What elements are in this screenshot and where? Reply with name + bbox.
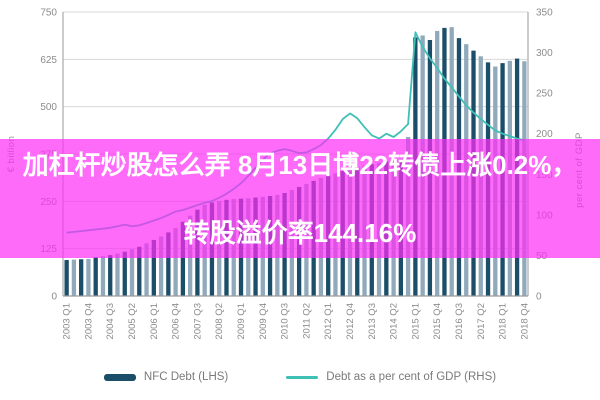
- nfc-debt-bar: [71, 259, 77, 296]
- x-tick-label: 2009 Q4: [258, 303, 269, 339]
- x-tick-label: 2011 Q2: [301, 303, 312, 339]
- left-tick-label: 625: [40, 55, 57, 66]
- right-tick-label: 300: [536, 48, 553, 59]
- x-tick-label: 2013 Q3: [367, 303, 378, 339]
- x-tick-label: 2003 Q1: [62, 303, 73, 339]
- x-tick-label: 2012 Q4: [345, 303, 356, 339]
- news-banner-overlay: 加杠杆炒股怎么弄 8月13日博22转债上涨0.2%， 转股溢价率144.16%: [0, 139, 600, 258]
- nfc-debt-bar: [86, 258, 91, 296]
- nfc-debt-bar: [129, 249, 135, 296]
- nfc-debt-bar: [108, 255, 113, 296]
- x-tick-label: 2004 Q3: [105, 303, 116, 339]
- x-tick-label: 2006 Q4: [171, 303, 182, 339]
- nfc-debt-bar: [137, 246, 142, 296]
- nfc-debt-bar: [122, 251, 127, 296]
- x-tick-label: 2003 Q4: [83, 303, 94, 339]
- banner-headline-line-1: 加杠杆炒股怎么弄 8月13日博22转债上涨0.2%，: [22, 149, 578, 180]
- nfc-debt-bar: [100, 256, 106, 296]
- x-tick-label: 2009 Q1: [236, 303, 247, 339]
- nfc-debt-bar: [158, 236, 164, 296]
- nfc-debt-bar: [79, 259, 84, 296]
- nfc-debt-bar: [64, 260, 69, 296]
- x-tick-label: 2015 Q1: [410, 303, 421, 339]
- banner-headline-line-2: 转股溢价率144.16%: [183, 217, 417, 248]
- left-tick-label: 0: [51, 292, 57, 303]
- nfc-debt-bar: [166, 232, 171, 296]
- nfc-debt-bar: [173, 227, 178, 296]
- x-tick-label: 2012 Q1: [323, 303, 334, 339]
- x-tick-label: 2018 Q4: [519, 303, 530, 339]
- nfc-debt-bar: [180, 221, 186, 296]
- x-tick-label: 2017 Q2: [476, 303, 487, 339]
- x-tick-label: 2018 Q1: [498, 303, 509, 339]
- nfc-debt-bar: [115, 253, 120, 296]
- x-tick-label: 2010 Q3: [280, 303, 291, 339]
- right-tick-label: 350: [536, 8, 553, 19]
- x-tick-label: 2005 Q2: [127, 303, 138, 339]
- x-tick-label: 2008 Q2: [214, 303, 225, 339]
- debt-gdp-line-swatch: [286, 375, 319, 379]
- nfc-debt-bar: [144, 243, 149, 296]
- right-tick-label: 0: [536, 292, 542, 303]
- left-tick-label: 750: [40, 8, 57, 19]
- x-tick-label: 2007 Q3: [192, 303, 203, 339]
- left-tick-label: 500: [40, 102, 57, 113]
- x-tick-label: 2015 Q4: [432, 303, 443, 339]
- legend-item-nfc-debt: NFC Debt (LHS): [103, 371, 229, 383]
- x-tick-label: 2016 Q3: [454, 303, 465, 339]
- nfc-debt-swatch: [103, 373, 136, 381]
- legend-label-debt-gdp: Debt as a per cent of GDP (RHS): [326, 371, 497, 383]
- chart-legend: NFC Debt (LHS) Debt as a per cent of GDP…: [0, 364, 600, 390]
- nfc-debt-bar: [93, 257, 98, 296]
- x-tick-label: 2006 Q1: [149, 303, 160, 339]
- right-tick-label: 200: [536, 129, 553, 140]
- legend-label-nfc-debt: NFC Debt (LHS): [143, 371, 229, 383]
- legend-item-debt-gdp: Debt as a per cent of GDP (RHS): [286, 371, 496, 383]
- x-tick-label: 2014 Q2: [389, 303, 400, 339]
- right-tick-label: 250: [536, 89, 553, 100]
- nfc-debt-bar: [151, 239, 156, 296]
- x-axis-labels: 2003 Q1 2003 Q4 2004 Q3 2005 Q2 2006 Q1 2006 …: [62, 303, 531, 339]
